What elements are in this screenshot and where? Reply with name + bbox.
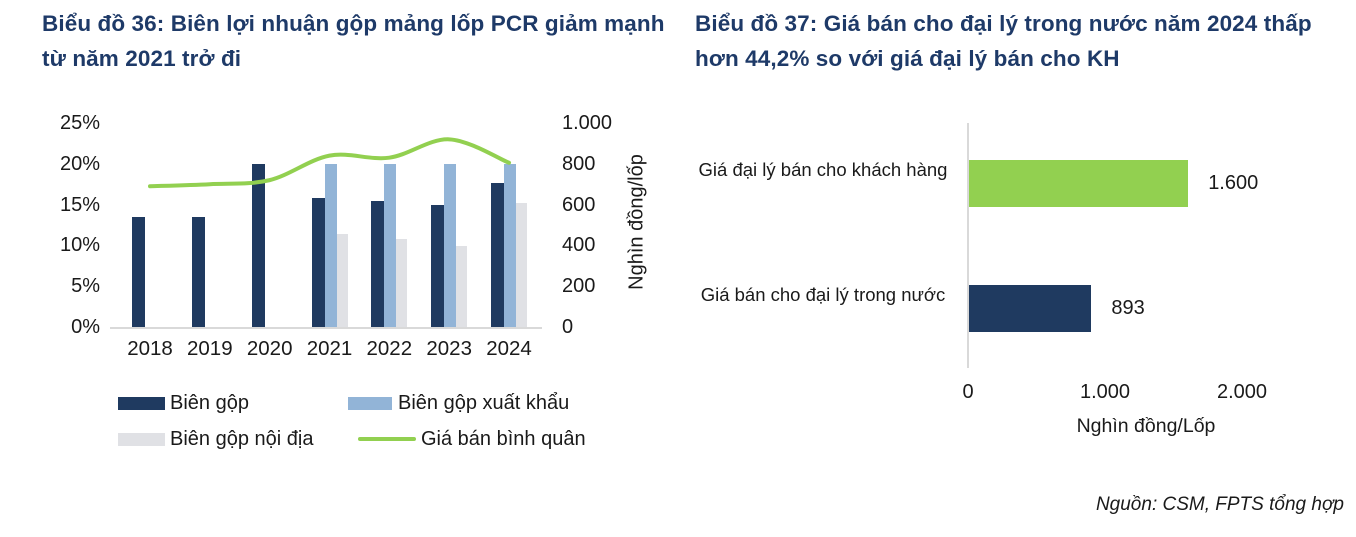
chart36-right-tick-600: 600: [562, 193, 596, 216]
chart36-left-tick-25: 25%: [59, 112, 100, 134]
chart37-bar-gia-ban-cho-dai-ly-trong-nuoc: [969, 285, 1092, 332]
chart36-title: Biểu đồ 36: Biên lợi nhuận gộp mảng lốp …: [42, 11, 665, 71]
bar-bien-gop-2018: [132, 216, 145, 327]
bar-bien-gop-xuat-khau-2022: [384, 163, 397, 327]
bar-bien-gop-2019: [191, 216, 205, 327]
legend-swatch-gia-ban-binh-quan: [358, 437, 416, 441]
bar-bien-gop-xuat-khau-2021: [324, 163, 337, 327]
bar-bien-gop-xuat-khau-2023: [444, 163, 457, 327]
legend-label-bien-gop: Biên gộp: [170, 392, 249, 414]
chart36-year-label-2020: 2020: [246, 337, 293, 360]
chart37-category-label-dai-ly-trong-nuoc: Giá bán cho đại lý trong nước: [700, 284, 946, 305]
bar-bien-gop-2022: [371, 201, 385, 327]
legend-swatch-bien-gop-noi-dia: [118, 433, 165, 446]
chart36-year-label-2023: 2023: [426, 337, 472, 360]
chart37-x-tick-1000: 1.000: [1079, 381, 1131, 403]
chart36-left-tick-5: 5%: [71, 275, 100, 298]
chart37-x-tick-2000: 2.000: [1216, 381, 1268, 403]
bar-bien-gop-noi-dia-2022: [396, 238, 408, 327]
legend-label-bien-gop-noi-dia: Biên gộp nội địa: [170, 428, 314, 450]
source-note: Nguồn: CSM, FPTS tổng hợp: [1095, 494, 1344, 515]
bar-bien-gop-noi-dia-2023: [456, 246, 468, 327]
chart36-right-tick-1.000: 1.000: [562, 112, 613, 134]
chart36-right-axis-label: Nghìn đồng/lốp: [625, 154, 648, 290]
chart36-left-tick-15: 15%: [59, 193, 100, 216]
legend-label-bien-gop-xuat-khau: Biên gộp xuất khẩu: [398, 392, 570, 414]
chart36-left-tick-20: 20%: [59, 152, 100, 175]
bar-bien-gop-noi-dia-2024: [516, 202, 527, 327]
chart36-right-tick-200: 200: [562, 275, 596, 298]
chart37-x-tick-0: 0: [962, 381, 974, 403]
chart36-year-label-2024: 2024: [486, 337, 532, 360]
bar-bien-gop-noi-dia-2021: [336, 233, 348, 327]
chart37-value-label-1600: 1.600: [1208, 172, 1259, 194]
chart36-year-label-2018: 2018: [127, 337, 173, 360]
chart36-x-axis-line: [110, 327, 542, 329]
chart36-right-tick-400: 400: [562, 234, 596, 257]
chart36-right-tick-800: 800: [562, 152, 596, 175]
chart36-year-label-2022: 2022: [366, 337, 413, 360]
chart36-left-tick-0: 0%: [71, 316, 100, 338]
chart36-right-tick-0: 0: [562, 316, 574, 338]
bar-bien-gop-2021: [311, 198, 325, 327]
chart37-x-axis-label: Nghìn đồng/Lốp: [1076, 415, 1216, 437]
chart37-value-label-893: 893: [1111, 297, 1145, 319]
chart36-year-label-2021: 2021: [306, 337, 353, 360]
bar-bien-gop-2023: [431, 205, 445, 327]
bar-bien-gop-2024: [491, 183, 504, 327]
chart37-y-axis-line: [967, 123, 969, 368]
chart37-title: Biểu đồ 37: Giá bán cho đại lý trong nướ…: [695, 11, 1312, 71]
legend-swatch-bien-gop-xuat-khau: [348, 397, 392, 410]
chart36-left-tick-10: 10%: [59, 234, 100, 257]
chart37-category-label-khach-hang: Giá đại lý bán cho khách hàng: [698, 159, 948, 180]
bar-bien-gop-xuat-khau-2024: [504, 163, 516, 327]
legend-label-gia-ban-binh-quan: Giá bán bình quân: [421, 428, 586, 450]
chart37-bar-gia-dai-ly-ban-cho-khach-hang: [969, 160, 1189, 207]
bar-bien-gop-2020: [251, 163, 265, 327]
chart36-year-label-2019: 2019: [186, 337, 233, 360]
legend-swatch-bien-gop: [118, 397, 165, 410]
